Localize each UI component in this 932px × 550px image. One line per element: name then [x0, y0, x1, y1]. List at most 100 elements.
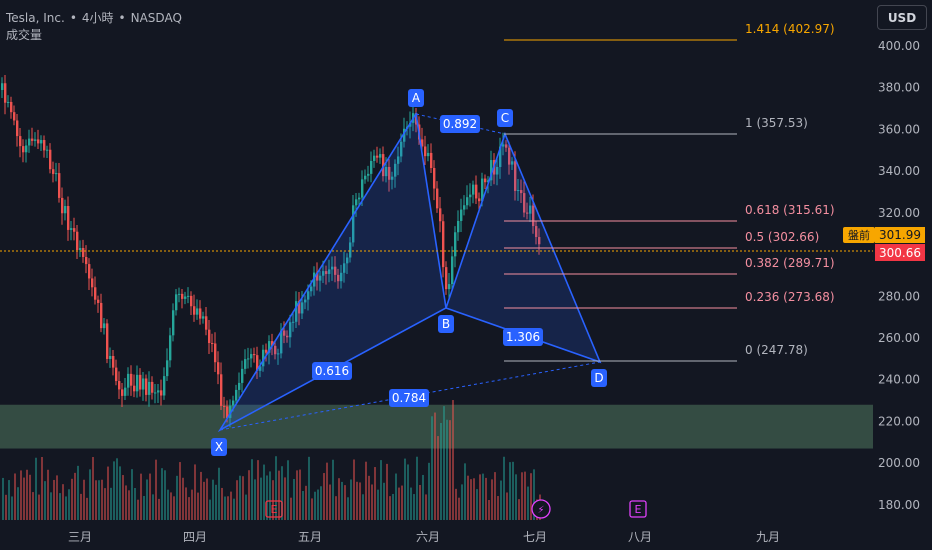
ratio-label: 0.784 — [392, 391, 426, 405]
volume-bar — [314, 491, 316, 520]
volume-bar — [455, 488, 457, 520]
candle-body — [457, 220, 460, 233]
volume-bar — [362, 494, 364, 520]
volume-bar — [425, 494, 427, 520]
volume-bar — [68, 489, 70, 520]
candle-body — [184, 296, 187, 299]
candle-body — [181, 293, 184, 299]
interval-label: 4小時 — [81, 11, 114, 25]
volume-bar — [350, 479, 352, 520]
candle-body — [385, 166, 388, 177]
volume-bar — [500, 480, 502, 520]
candle-body — [256, 355, 259, 371]
candle-body — [28, 138, 31, 146]
candle-body — [403, 128, 406, 142]
candle-body — [73, 228, 76, 232]
volume-bar — [488, 499, 490, 520]
candle-body — [460, 209, 463, 221]
volume-bar — [83, 479, 85, 520]
pattern-point-badge — [591, 369, 607, 387]
volume-bar — [305, 485, 307, 520]
candle-body — [103, 323, 106, 329]
volume-bar — [74, 472, 76, 520]
volume-bar — [32, 492, 34, 520]
candle-body — [205, 316, 208, 330]
candle-body — [316, 272, 319, 281]
candle-body — [208, 329, 211, 344]
volume-bar — [530, 473, 532, 520]
volume-bar — [176, 475, 178, 520]
volume-bar — [368, 475, 370, 520]
pattern-point-label: C — [501, 111, 509, 125]
candle-body — [355, 199, 358, 206]
volume-bar — [461, 484, 463, 520]
volume-bar — [296, 470, 298, 520]
volume-bar — [44, 481, 46, 520]
candle-body — [475, 184, 478, 199]
candle-body — [526, 212, 529, 214]
volume-bar — [326, 462, 328, 520]
volume-bar — [59, 493, 61, 520]
candle-body — [118, 381, 121, 390]
candle-body — [502, 144, 505, 147]
candle-body — [235, 389, 238, 401]
fib-level-label: 0.5 (302.66) — [745, 230, 819, 244]
y-tick-label: 200.00 — [878, 456, 920, 470]
volume-bar — [230, 491, 232, 520]
candle-body — [79, 248, 82, 250]
volume-bar — [515, 474, 517, 520]
candle-body — [490, 160, 493, 181]
volume-bar — [290, 497, 292, 520]
candle-body — [520, 190, 523, 194]
symbol-name: Tesla, Inc. — [6, 11, 65, 25]
candle-body — [241, 368, 244, 383]
event-label: ⚡ — [537, 505, 544, 516]
volume-bar — [224, 496, 226, 520]
candle-body — [148, 381, 151, 395]
candle-body — [532, 205, 535, 227]
y-tick-label: 260.00 — [878, 331, 920, 345]
currency-button[interactable]: USD — [877, 5, 927, 30]
candle-body — [34, 139, 37, 141]
candle-body — [229, 405, 232, 418]
x-tick-label: 四月 — [183, 530, 207, 544]
volume-bar — [197, 492, 199, 520]
header-separator: • — [118, 11, 126, 25]
volume-bar — [533, 469, 535, 520]
ratio-badge — [312, 362, 352, 380]
candle-body — [277, 353, 280, 355]
ratio-badge — [503, 328, 543, 346]
candle-body — [142, 378, 145, 390]
y-tick-label: 400.00 — [878, 39, 920, 53]
volume-bar — [323, 473, 325, 520]
candle-body — [529, 205, 532, 214]
candle-body — [505, 144, 508, 148]
candle-body — [19, 136, 22, 147]
volume-bar — [374, 467, 376, 520]
volume-bar — [347, 497, 349, 520]
volume-bar — [56, 475, 58, 520]
candle-body — [463, 205, 466, 210]
candle-body — [22, 146, 25, 153]
candle-body — [220, 374, 223, 406]
volume-bar — [413, 494, 415, 520]
candle-body — [4, 83, 7, 103]
candle-body — [238, 382, 241, 390]
candle-body — [91, 278, 94, 288]
pattern-point-badge — [408, 89, 424, 107]
candle-body — [436, 188, 439, 209]
pattern-point-badge — [211, 438, 227, 456]
volume-bar — [14, 473, 16, 520]
candle-body — [82, 248, 85, 257]
volume-indicator-label[interactable]: 成交量 — [6, 28, 43, 42]
volume-bar — [98, 480, 100, 520]
candle-body — [115, 367, 118, 382]
candle-body — [466, 197, 469, 206]
volume-bar — [236, 480, 238, 520]
symbol-header[interactable]: Tesla, Inc. • 4小時 • NASDAQ — [6, 9, 182, 26]
volume-bar — [332, 459, 334, 520]
volume-bar — [518, 499, 520, 520]
fib-level-label: 1 (357.53) — [745, 116, 808, 130]
candle-body — [451, 256, 454, 285]
